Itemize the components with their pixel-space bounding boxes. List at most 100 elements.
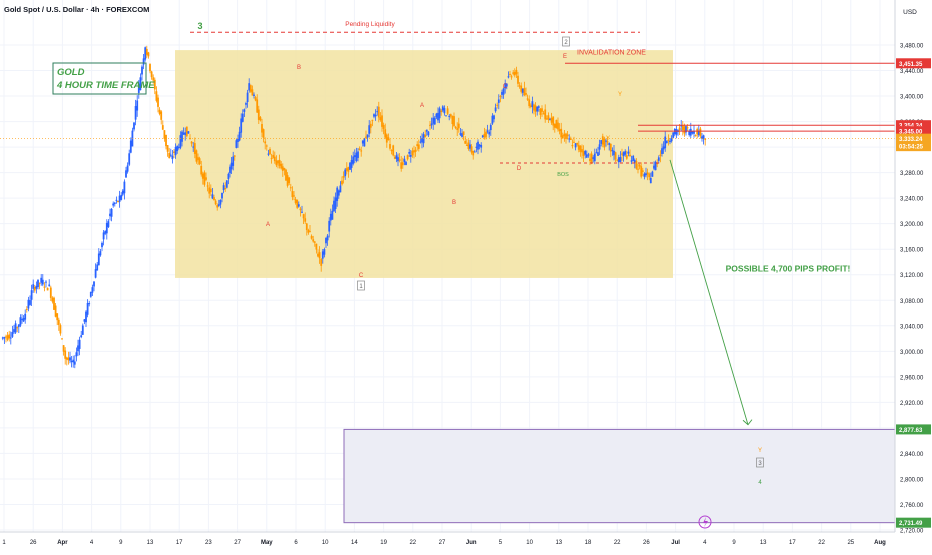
candle-body	[374, 114, 377, 117]
candle-body	[589, 158, 591, 162]
candle-body	[395, 155, 398, 159]
candle-body	[481, 135, 484, 138]
candle-body	[99, 251, 102, 256]
price-tick-label: 3,440.00	[900, 69, 924, 75]
candle-body	[329, 213, 332, 221]
wave-label: 2	[564, 40, 568, 46]
candle-body	[558, 129, 561, 132]
candle-body	[75, 352, 78, 357]
candle-body	[697, 131, 700, 136]
candle-body	[377, 106, 380, 118]
candle-body	[512, 72, 515, 74]
candle-body	[565, 133, 567, 139]
candle-body	[137, 83, 140, 93]
candle-body	[88, 303, 91, 305]
candle-body	[501, 91, 503, 95]
candle-body	[185, 126, 188, 137]
candle-body	[333, 200, 335, 212]
candle-body	[115, 199, 118, 201]
candle-body	[547, 115, 550, 120]
candle-body	[3, 337, 6, 339]
price-tick-label: 3,280.00	[900, 171, 924, 177]
candle-body	[544, 109, 547, 120]
price-tick-label: 2,760.00	[900, 503, 924, 509]
candle-body	[433, 117, 436, 125]
candle-body	[302, 214, 305, 219]
candle-body	[198, 158, 201, 165]
candle-body	[523, 88, 526, 96]
candle-body	[669, 141, 671, 143]
candle-body	[534, 105, 537, 112]
candle-body	[497, 99, 500, 103]
candle-body	[424, 134, 427, 138]
candle-body	[624, 151, 627, 155]
candle-body	[139, 77, 142, 91]
candle-body	[265, 145, 268, 147]
candle-body	[70, 360, 73, 362]
candle-body	[491, 115, 494, 124]
candle-body	[496, 104, 499, 106]
candle-body	[592, 157, 595, 159]
candle-body	[448, 115, 451, 117]
time-tick-label: 18	[585, 540, 592, 546]
candle-body	[400, 162, 403, 169]
candle-body	[345, 168, 348, 171]
candle-body	[56, 313, 59, 321]
candle-body	[603, 138, 606, 148]
candle-body	[309, 231, 311, 233]
candle-body	[59, 325, 62, 334]
candle-body	[257, 109, 260, 120]
candle-body	[317, 253, 319, 257]
candle-body	[686, 127, 689, 129]
time-tick-label: 13	[760, 540, 767, 546]
time-tick-label: 26	[643, 540, 650, 546]
candle-body	[413, 150, 415, 153]
candle-body	[41, 279, 44, 285]
wave-label-x: Y	[618, 92, 622, 98]
wave-label: C	[503, 84, 508, 90]
timeframe-label: 4 HOUR TIME FRAME	[56, 80, 155, 91]
candle-body	[321, 251, 324, 259]
candle-body	[286, 175, 289, 186]
candle-body	[195, 150, 198, 162]
candle-body	[54, 305, 57, 317]
candle-body	[585, 154, 588, 158]
candle-body	[459, 133, 462, 135]
candle-body	[419, 141, 422, 143]
candle-body	[281, 166, 284, 171]
candle-body	[165, 134, 167, 147]
candle-body	[453, 116, 455, 126]
candle-body	[606, 141, 609, 143]
candle-body	[225, 180, 228, 188]
candle-body	[339, 185, 342, 193]
candle-body	[107, 221, 110, 227]
candle-body	[579, 145, 582, 152]
candle-body	[390, 150, 393, 152]
candle-body	[461, 133, 463, 137]
price-marker	[896, 120, 931, 131]
gold-label: GOLD	[57, 67, 85, 78]
candle-body	[467, 142, 470, 149]
candle-body	[464, 141, 467, 144]
candle-body	[470, 146, 473, 153]
candle-body	[121, 190, 124, 195]
candle-body	[520, 85, 523, 92]
candle-body	[486, 130, 489, 132]
candle-body	[350, 160, 353, 168]
candle-body	[531, 101, 534, 108]
candle-body	[678, 127, 681, 131]
candle-body	[653, 165, 655, 169]
candle-body	[57, 319, 60, 325]
candle-body	[200, 165, 203, 175]
price-tick-label: 2,960.00	[900, 375, 924, 381]
candle-body	[480, 144, 483, 148]
candle-body	[545, 118, 548, 120]
candle-body	[429, 124, 431, 126]
candle-body	[595, 152, 598, 154]
candle-body	[600, 140, 603, 144]
candle-body	[590, 153, 593, 163]
candle-body	[160, 111, 163, 120]
time-tick-label: May	[261, 540, 273, 546]
candle-body	[641, 170, 644, 172]
